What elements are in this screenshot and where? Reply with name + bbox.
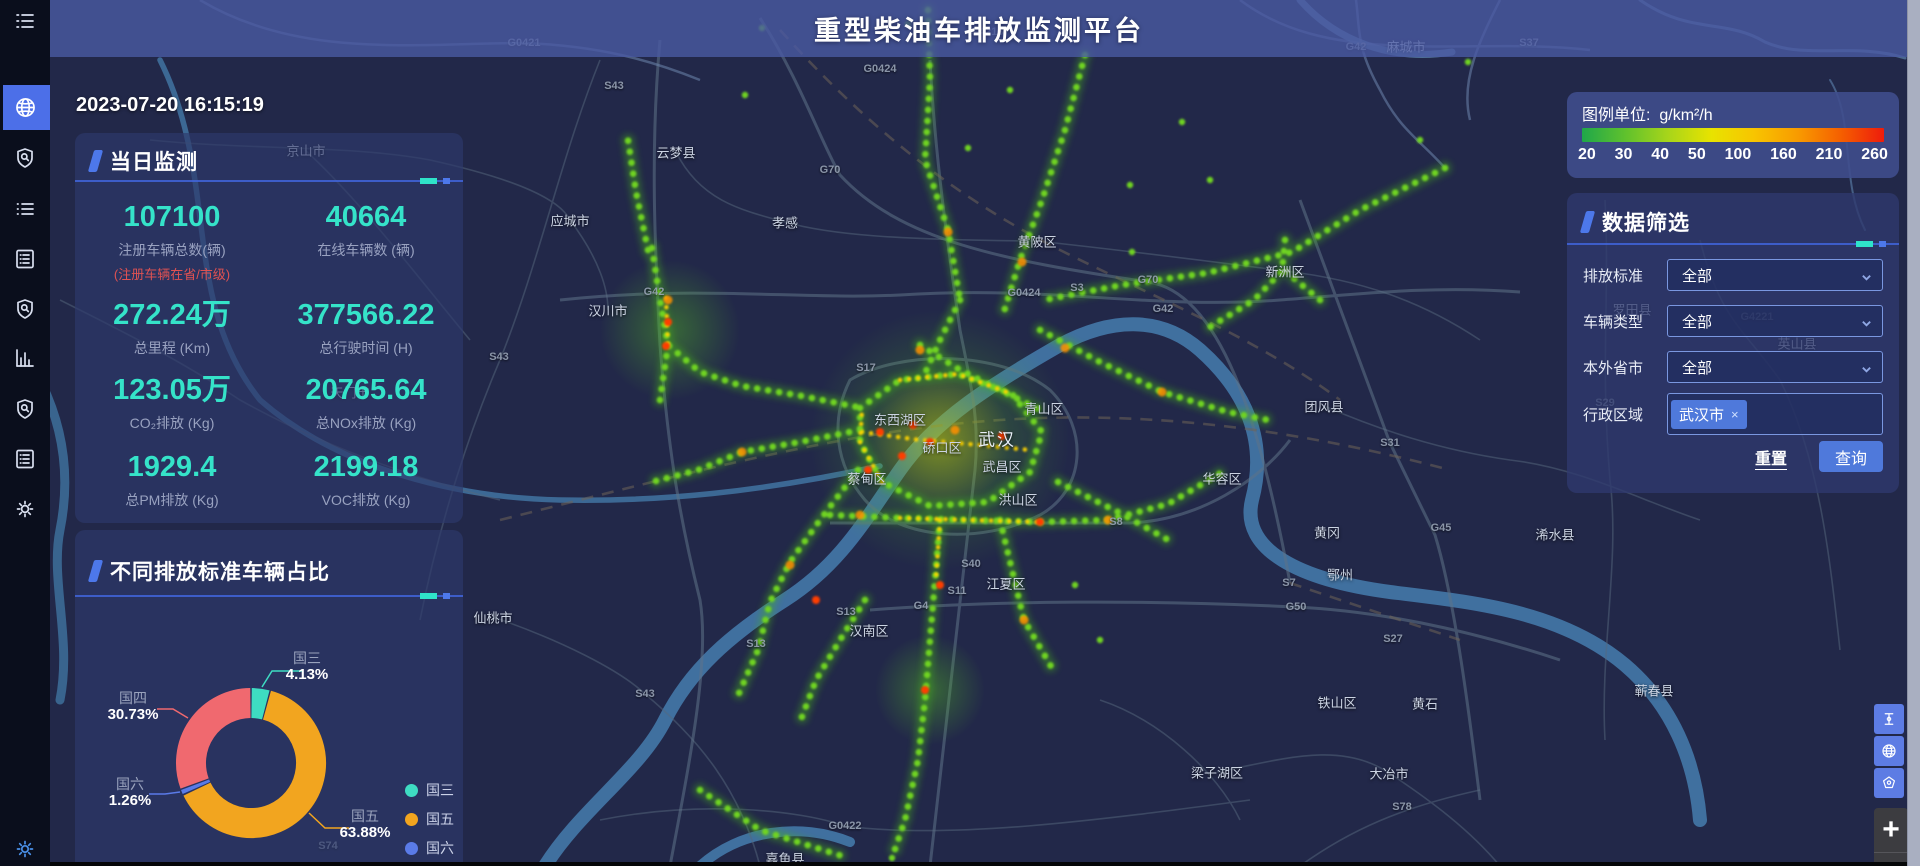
settings-gear-icon[interactable] (13, 837, 37, 861)
zoom-in-button[interactable]: + (1874, 808, 1908, 852)
stat-note: (注册车辆在省/市级) (113, 267, 231, 282)
current-datetime: 2023-07-20 16:15:19 (76, 94, 264, 116)
legend-label: 国五 (426, 811, 454, 827)
legend-tick: 50 (1687, 146, 1706, 163)
panel-title: 当日监测 (87, 146, 198, 176)
admin-region-input[interactable]: 武汉市 × (1667, 393, 1883, 435)
stat-online-vehicles: 40664 在线车辆数 (辆) (317, 201, 415, 258)
legend-tick: 100 (1724, 146, 1752, 163)
region-tag: 武汉市 × (1671, 399, 1747, 429)
donut-legend: 国三国五国六国四 (405, 780, 454, 866)
sidebar-item-gear-icon[interactable] (13, 497, 37, 521)
legend-tick: 40 (1651, 146, 1670, 163)
legend-title: 图例单位: g/km²/h (1582, 107, 1713, 124)
stat-nox-emission: 20765.64 总NOx排放 (Kg) (305, 374, 427, 431)
donut-slice-国五[interactable] (183, 690, 326, 839)
query-button[interactable]: 查询 (1819, 441, 1883, 472)
donut-slice-国四[interactable] (176, 688, 252, 789)
legend-dot (405, 841, 418, 855)
polygon-icon (1883, 776, 1895, 789)
title-underline (1567, 241, 1899, 247)
legend-tick: 260 (1861, 146, 1888, 163)
chevron-down-icon (1861, 316, 1872, 327)
sidebar-item-form-icon[interactable] (13, 247, 37, 271)
legend-item-国六[interactable]: 国六 (405, 838, 454, 858)
sidebar-item-shield-search-icon[interactable] (13, 146, 37, 170)
stat-registered-vehicles: 107100 注册车辆总数(辆) (注册车辆在省/市级) (75, 201, 269, 283)
zoom-control: + 9.67 (1874, 808, 1908, 866)
filter-label-admin-region: 行政区域 (1583, 406, 1644, 424)
legend-label: 国三 (426, 782, 454, 798)
filter-label-local-or-foreign: 本外省市 (1583, 359, 1644, 377)
legend-gradient-bar (1582, 128, 1884, 142)
legend-label: 国六 (426, 840, 454, 856)
donut-chart[interactable] (75, 530, 463, 866)
chevron-down-icon (1861, 270, 1872, 281)
reset-button[interactable]: 重置 (1749, 444, 1793, 470)
emission-standard-ratio-panel: 不同排放标准车辆占比 国三 4.13% 国四 30.73% 国六 1.26% 国… (75, 530, 463, 866)
map-tool-buttons (1874, 704, 1904, 798)
legend-tick: 30 (1614, 146, 1633, 163)
title-underline (75, 178, 463, 184)
sidebar-item-shield-search-icon[interactable] (13, 397, 37, 421)
emission-heatmap (600, 10, 1472, 861)
measure-tool-button[interactable] (1874, 704, 1904, 734)
legend-item-国五[interactable]: 国五 (405, 809, 454, 829)
donut-slice-国三[interactable] (250, 688, 270, 720)
legend-tick: 20 (1578, 146, 1596, 163)
stat-voc-emission: 2199.18 VOC排放 (Kg) (313, 451, 419, 508)
stat-total-driving-time: 377566.22 总行驶时间 (H) (297, 299, 435, 356)
stat-co2-emission: 123.05万 CO₂排放 (Kg) (113, 374, 231, 431)
heat-legend-panel: 图例单位: g/km²/h 20 30 40 50 100 160 210 260 (1567, 92, 1899, 178)
sidebar-item-bar-chart-icon[interactable] (13, 346, 37, 370)
title-slash-icon (1579, 211, 1596, 233)
legend-dot (405, 783, 418, 797)
chevron-down-icon (1861, 362, 1872, 373)
title-underline (75, 593, 463, 599)
polygon-layer-button[interactable] (1874, 768, 1904, 798)
panel-title: 不同排放标准车辆占比 (87, 556, 330, 586)
globe-view-button[interactable] (1874, 736, 1904, 766)
globe-icon (16, 98, 35, 117)
data-filter-panel: 数据筛选 排放标准 全部 车辆类型 全部 本外省市 全部 行政区域 武汉市 × (1567, 193, 1899, 493)
globe-icon (1882, 744, 1896, 758)
donut-slice-国六[interactable] (181, 779, 211, 794)
legend-item-国三[interactable]: 国三 (405, 780, 454, 800)
sidebar (0, 0, 50, 866)
header-bar: 重型柴油车排放监测平台 (50, 0, 1908, 57)
emission-standard-select[interactable]: 全部 (1667, 259, 1883, 291)
sidebar-item-map-active[interactable] (3, 85, 50, 130)
panel-title: 数据筛选 (1579, 207, 1690, 237)
legend-dot (405, 812, 418, 826)
page-scrollbar[interactable] (1907, 0, 1920, 866)
legend-tick: 210 (1815, 146, 1843, 163)
vehicle-type-select[interactable]: 全部 (1667, 305, 1883, 337)
sidebar-item-form-icon[interactable] (13, 447, 37, 471)
filter-label-emission-standard: 排放标准 (1583, 267, 1644, 285)
daily-monitor-panel: 当日监测 107100 注册车辆总数(辆) (注册车辆在省/市级) 40664 … (75, 133, 463, 523)
stat-pm-emission: 1929.4 总PM排放 (Kg) (125, 451, 219, 508)
legend-ticks: 20 30 40 50 100 160 210 260 (1578, 146, 1888, 164)
title-slash-icon (87, 150, 104, 172)
bottom-edge (0, 862, 1920, 866)
menu-icon[interactable] (13, 9, 37, 33)
local-foreign-select[interactable]: 全部 (1667, 351, 1883, 383)
page-title: 重型柴油车排放监测平台 (814, 16, 1144, 46)
legend-tick: 160 (1770, 146, 1797, 163)
measure-icon (1884, 713, 1894, 725)
stat-total-mileage: 272.24万 总里程 (Km) (113, 299, 231, 356)
sidebar-item-shield-search-icon[interactable] (13, 297, 37, 321)
filter-label-vehicle-type: 车辆类型 (1583, 313, 1644, 331)
tag-close-icon[interactable]: × (1731, 406, 1739, 422)
sidebar-item-list-icon[interactable] (13, 197, 37, 221)
